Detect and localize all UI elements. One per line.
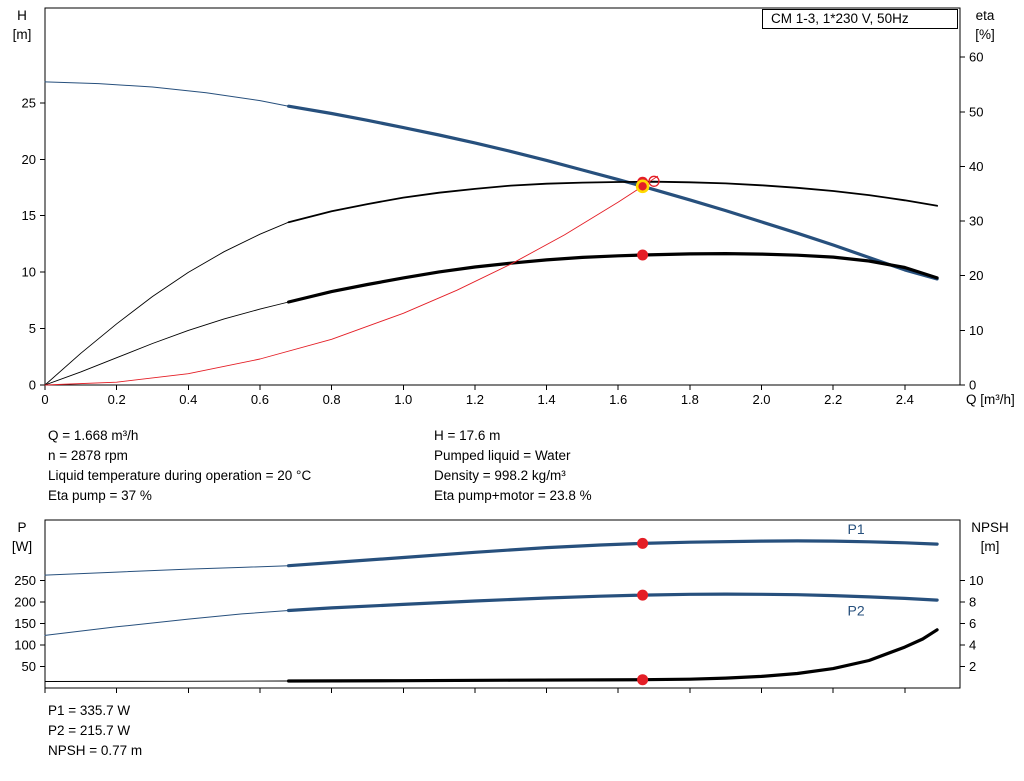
npsh-lead (44, 680, 290, 682)
y-right-tick-label: 50 (969, 104, 983, 119)
eta-pump-curve (287, 180, 938, 224)
x-tick-label: 2.0 (752, 392, 770, 407)
x-tick-label: 1.4 (538, 392, 556, 407)
h-curve-lead (44, 81, 290, 107)
info-line-p2: P2 = 215.7 W (48, 723, 131, 738)
p2-lead (44, 610, 290, 636)
eta-pump-motor-lead (44, 301, 290, 386)
y-right-tick-label: 40 (969, 159, 983, 174)
eta-pump-motor-curve (287, 252, 939, 304)
info-line-liquid-temp: Liquid temperature during operation = 20… (48, 468, 312, 483)
y-left-tick-label: 100 (14, 637, 36, 652)
x-tick-label: 0.2 (108, 392, 126, 407)
h-curve (287, 104, 939, 281)
y-left-tick-label: 15 (22, 208, 36, 223)
qh-eta-chart: 0 0.2 0.4 0.6 0.8 1.0 1.2 1.4 1.6 1.8 2.0 2.2 2.4 0 5 1… (13, 7, 1015, 407)
p1-duty-point (637, 537, 649, 549)
info-line-eta-pump: Eta pump = 37 % (48, 488, 152, 503)
power-info: P1 = 335.7 W P2 = 215.7 W NPSH = 0.77 m (48, 701, 142, 761)
y-left-tick-label: 200 (14, 594, 36, 609)
duty-point (635, 179, 650, 194)
y-right-tick-label: 6 (969, 616, 976, 631)
y-right-tick-label: 8 (969, 594, 976, 609)
y-right-tick-label: 10 (969, 323, 983, 338)
y-right-tick-label: 20 (969, 268, 983, 283)
y-right-tick-label: 4 (969, 637, 976, 652)
y-left-tick-label: 10 (22, 265, 36, 280)
info-line-q: Q = 1.668 m³/h (48, 428, 139, 443)
p1-lead (44, 565, 290, 576)
duty-info-left: Q = 1.668 m³/h n = 2878 rpm Liquid tempe… (48, 426, 311, 506)
duty-info-right: H = 17.6 m Pumped liquid = Water Density… (434, 426, 592, 506)
x-tick-label: 0.6 (251, 392, 269, 407)
y-right-tick-label: 0 (969, 378, 976, 393)
y-right-tick-label: 2 (969, 659, 976, 674)
info-line-density: Density = 998.2 kg/m³ (434, 468, 566, 483)
npsh-axis-title: NPSH [m] (971, 520, 1009, 554)
p2-label: P2 (848, 603, 865, 619)
info-line-pumped-liquid: Pumped liquid = Water (434, 448, 571, 463)
y-right-tick-label: 10 (969, 573, 983, 588)
y-left-tick-label: 150 (14, 616, 36, 631)
p2-curve (287, 592, 939, 613)
y-left-tick-label: 5 (29, 321, 36, 336)
q-axis-title: Q [m³/h] (966, 392, 1015, 407)
power-npsh-chart-frame (44, 519, 961, 689)
p-axis-title: P [W] (12, 520, 32, 554)
x-tick-label: 0 (41, 392, 48, 407)
info-line-npsh: NPSH = 0.77 m (48, 743, 143, 758)
p1-label: P1 (848, 521, 865, 537)
info-line-speed: n = 2878 rpm (48, 448, 128, 463)
y-right-tick-label: 60 (969, 50, 983, 65)
eta-pump-motor-duty-point (637, 249, 649, 261)
x-tick-label: 2.4 (896, 392, 914, 407)
qh-eta-chart-frame (44, 7, 961, 386)
npsh-duty-point (637, 674, 649, 686)
x-tick-label: 0.4 (179, 392, 197, 407)
p2-duty-point (637, 589, 649, 601)
x-tick-label: 0.8 (323, 392, 341, 407)
x-tick-label: 1.6 (609, 392, 627, 407)
system-curve (44, 175, 659, 386)
info-line-p1: P1 = 335.7 W (48, 703, 131, 718)
info-line-h: H = 17.6 m (434, 428, 501, 443)
x-tick-label: 1.2 (466, 392, 484, 407)
y-left-tick-label: 250 (14, 573, 36, 588)
x-tick-label: 1.0 (394, 392, 412, 407)
requested-duty-point (648, 175, 660, 187)
eta-pump-lead (44, 221, 290, 386)
y-left-tick-label: 25 (22, 95, 36, 110)
npsh-curve (287, 628, 939, 683)
h-axis-title: H [m] (13, 8, 32, 42)
y-right-tick-label: 30 (969, 214, 983, 229)
y-left-tick-label: 0 (29, 378, 36, 393)
eta-axis-title: eta [%] (975, 8, 995, 42)
p1-curve (287, 539, 939, 568)
x-tick-label: 1.8 (681, 392, 699, 407)
y-left-tick-label: 20 (22, 152, 36, 167)
y-left-tick-label: 50 (22, 659, 36, 674)
x-tick-label: 2.2 (824, 392, 842, 407)
power-npsh-chart: 50 100 150 200 250 2 4 6 8 10 P1 P2 P [W] NPSH [m] (12, 519, 1009, 693)
pump-model-label: CM 1-3, 1*230 V, 50Hz (762, 9, 958, 29)
info-line-eta-pump-motor: Eta pump+motor = 23.8 % (434, 488, 592, 503)
